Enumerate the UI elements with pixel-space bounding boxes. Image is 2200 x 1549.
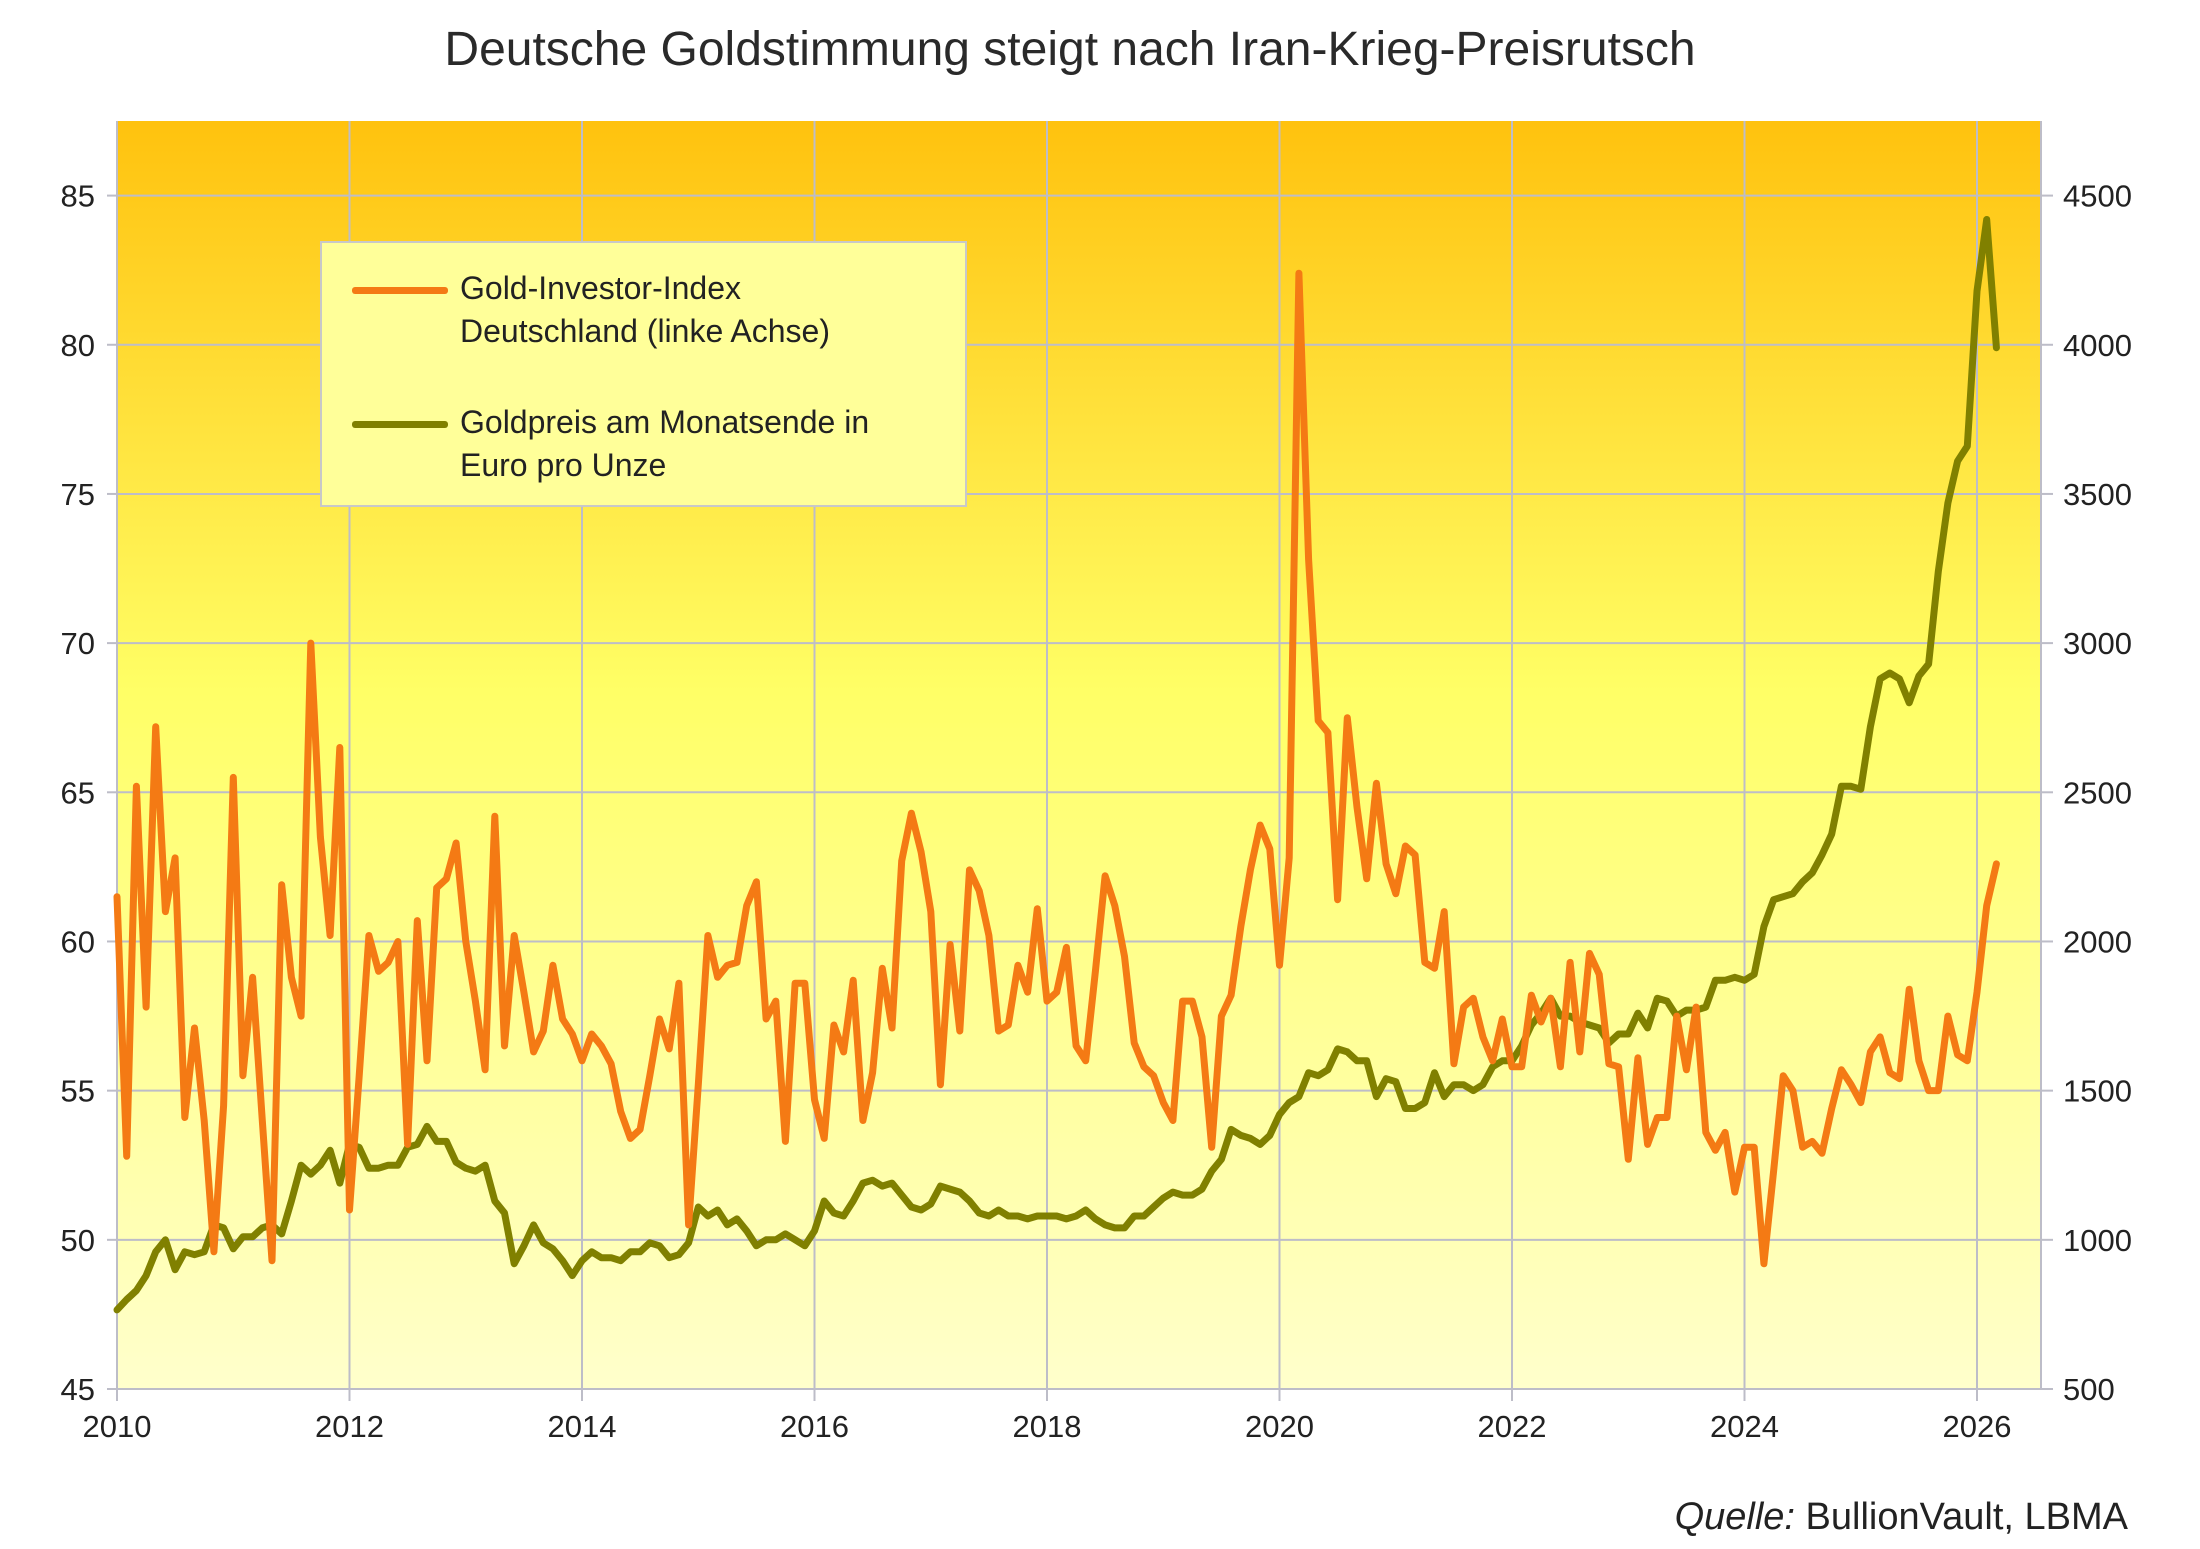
- y-left-tick-label: 80: [61, 328, 95, 363]
- legend: Gold-Investor-Index Deutschland (linke A…: [320, 241, 967, 507]
- y-right-tick-label: 1000: [2063, 1223, 2132, 1258]
- y-left-tick-label: 45: [61, 1372, 95, 1407]
- source-label: Quelle:: [1674, 1496, 1795, 1538]
- y-right-tick-label: 4500: [2063, 179, 2132, 214]
- source-text: BullionVault, LBMA: [1794, 1496, 2128, 1538]
- y-right-tick-label: 500: [2063, 1372, 2115, 1407]
- legend-item-gold-price: Goldpreis am Monatsende in Euro pro Unze: [352, 401, 960, 487]
- y-left-tick-label: 50: [61, 1223, 95, 1258]
- legend-label: Goldpreis am Monatsende in: [460, 404, 870, 440]
- x-tick-label: 2020: [1245, 1409, 1314, 1444]
- x-tick-label: 2024: [1710, 1409, 1779, 1444]
- x-tick-label: 2026: [1943, 1409, 2012, 1444]
- y-left-tick-label: 70: [61, 626, 95, 661]
- y-left-tick-label: 60: [61, 924, 95, 959]
- y-left-tick-label: 75: [61, 477, 95, 512]
- x-tick-label: 2010: [83, 1409, 152, 1444]
- legend-label: Gold-Investor-Index: [460, 270, 742, 306]
- y-right-tick-label: 2500: [2063, 775, 2132, 810]
- y-right-tick-label: 3000: [2063, 626, 2132, 661]
- y-right-tick-label: 2000: [2063, 924, 2132, 959]
- legend-swatch-olive: [352, 421, 448, 428]
- x-tick-label: 2016: [780, 1409, 849, 1444]
- series-line-gold-price-eur: [113, 216, 2000, 1314]
- y-right-tick-label: 4000: [2063, 328, 2132, 363]
- y-left-tick-label: 85: [61, 179, 95, 214]
- legend-item-investor-index: Gold-Investor-Index Deutschland (linke A…: [352, 267, 960, 353]
- y-right-tick-label: 3500: [2063, 477, 2132, 512]
- legend-label: Euro pro Unze: [460, 447, 667, 483]
- chart-title: Deutsche Goldstimmung steigt nach Iran-K…: [444, 23, 1696, 76]
- legend-label: Deutschland (linke Achse): [460, 313, 830, 349]
- source-note: Quelle: BullionVault, LBMA: [1675, 1496, 2128, 1539]
- series-line-gold-investor-index: [113, 269, 2000, 1268]
- series-lines: [113, 216, 2000, 1314]
- legend-swatch-orange: [352, 287, 448, 294]
- y-left-tick-label: 65: [61, 775, 95, 810]
- x-tick-label: 2014: [548, 1409, 617, 1444]
- axes: 45 50 55 60 65 70 75 80 85 500 1000 1500 2000 2500 300…: [61, 121, 2132, 1444]
- gridlines: [116, 121, 2041, 1401]
- x-tick-label: 2018: [1013, 1409, 1082, 1444]
- x-tick-label: 2012: [315, 1409, 384, 1444]
- x-tick-label: 2022: [1478, 1409, 1547, 1444]
- y-right-tick-label: 1500: [2063, 1074, 2132, 1109]
- y-left-tick-label: 55: [61, 1074, 95, 1109]
